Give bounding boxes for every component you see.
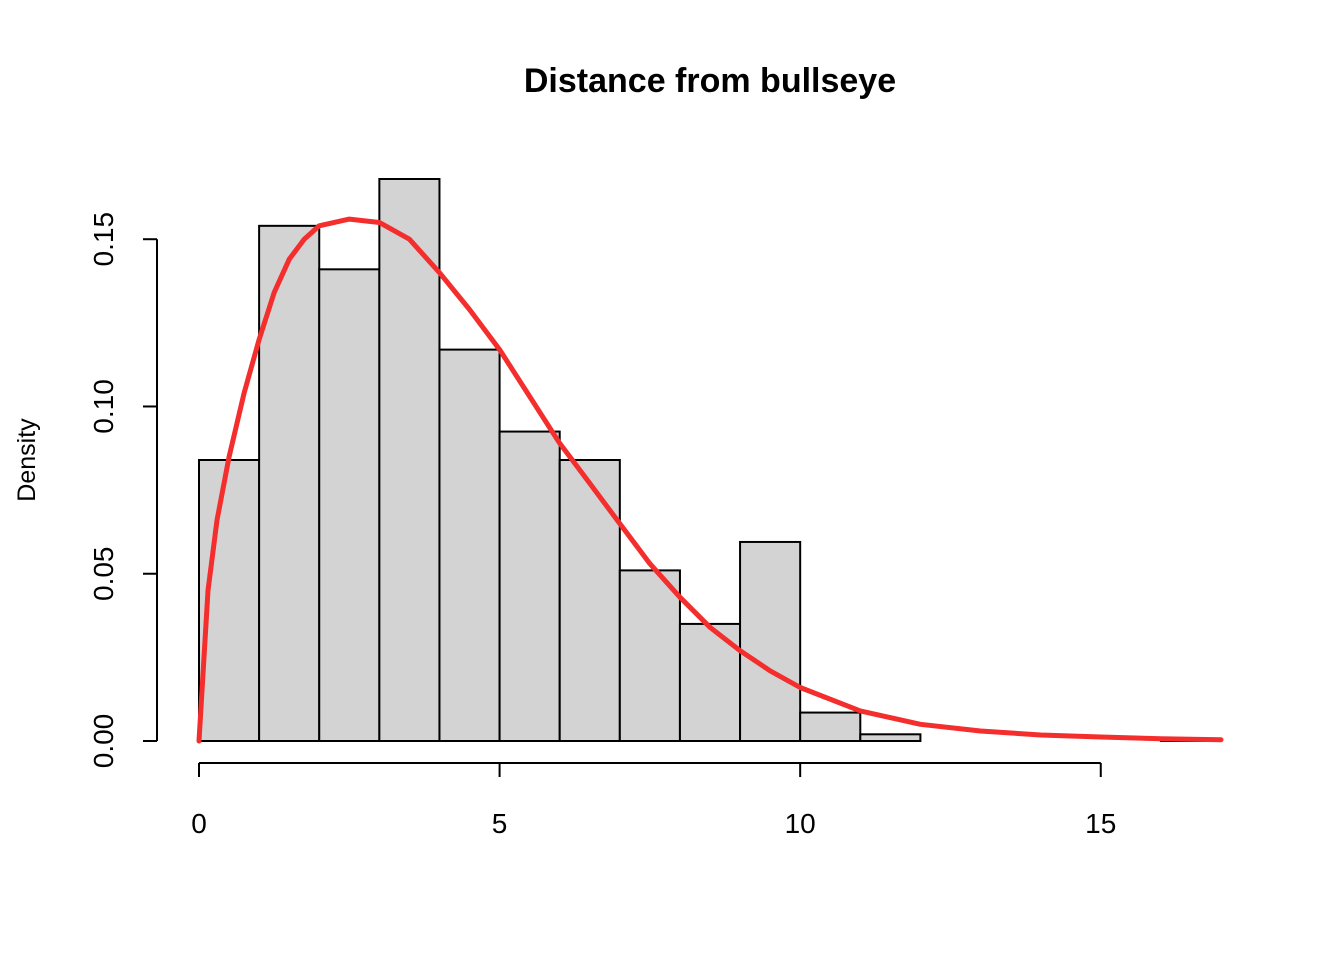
histogram-bar-6 bbox=[558, 459, 621, 742]
y-axis: 0.00 0.05 0.10 0.15 bbox=[88, 212, 158, 769]
density-curve bbox=[196, 216, 1224, 744]
histogram-bar-11 bbox=[859, 733, 922, 742]
x-tick-label-1: 5 bbox=[492, 808, 508, 839]
chart-title: Distance from bullseye bbox=[524, 62, 896, 100]
x-tick-label-3: 15 bbox=[1085, 808, 1116, 839]
histogram-bar-1 bbox=[258, 224, 321, 743]
y-tick-label-2: 0.10 bbox=[88, 379, 119, 434]
histogram-bar-5 bbox=[498, 430, 561, 742]
histogram-bar-2 bbox=[318, 268, 381, 742]
histogram-bar-9 bbox=[739, 540, 802, 742]
histogram-bar-4 bbox=[438, 348, 501, 742]
y-tick-label-0: 0.00 bbox=[88, 714, 119, 769]
histogram-bars bbox=[198, 178, 1222, 743]
x-tick-label-0: 0 bbox=[191, 808, 207, 839]
y-tick-label-1: 0.05 bbox=[88, 546, 119, 601]
density-curve-layer bbox=[196, 216, 1224, 744]
histogram-bar-7 bbox=[618, 569, 681, 743]
y-axis-label: Density bbox=[13, 418, 41, 502]
x-tick-label-2: 10 bbox=[785, 808, 816, 839]
y-tick-label-3: 0.15 bbox=[88, 212, 119, 267]
histogram-bar-3 bbox=[378, 178, 441, 742]
x-axis: 0 5 10 15 bbox=[191, 762, 1116, 839]
histogram-bar-10 bbox=[799, 711, 862, 743]
